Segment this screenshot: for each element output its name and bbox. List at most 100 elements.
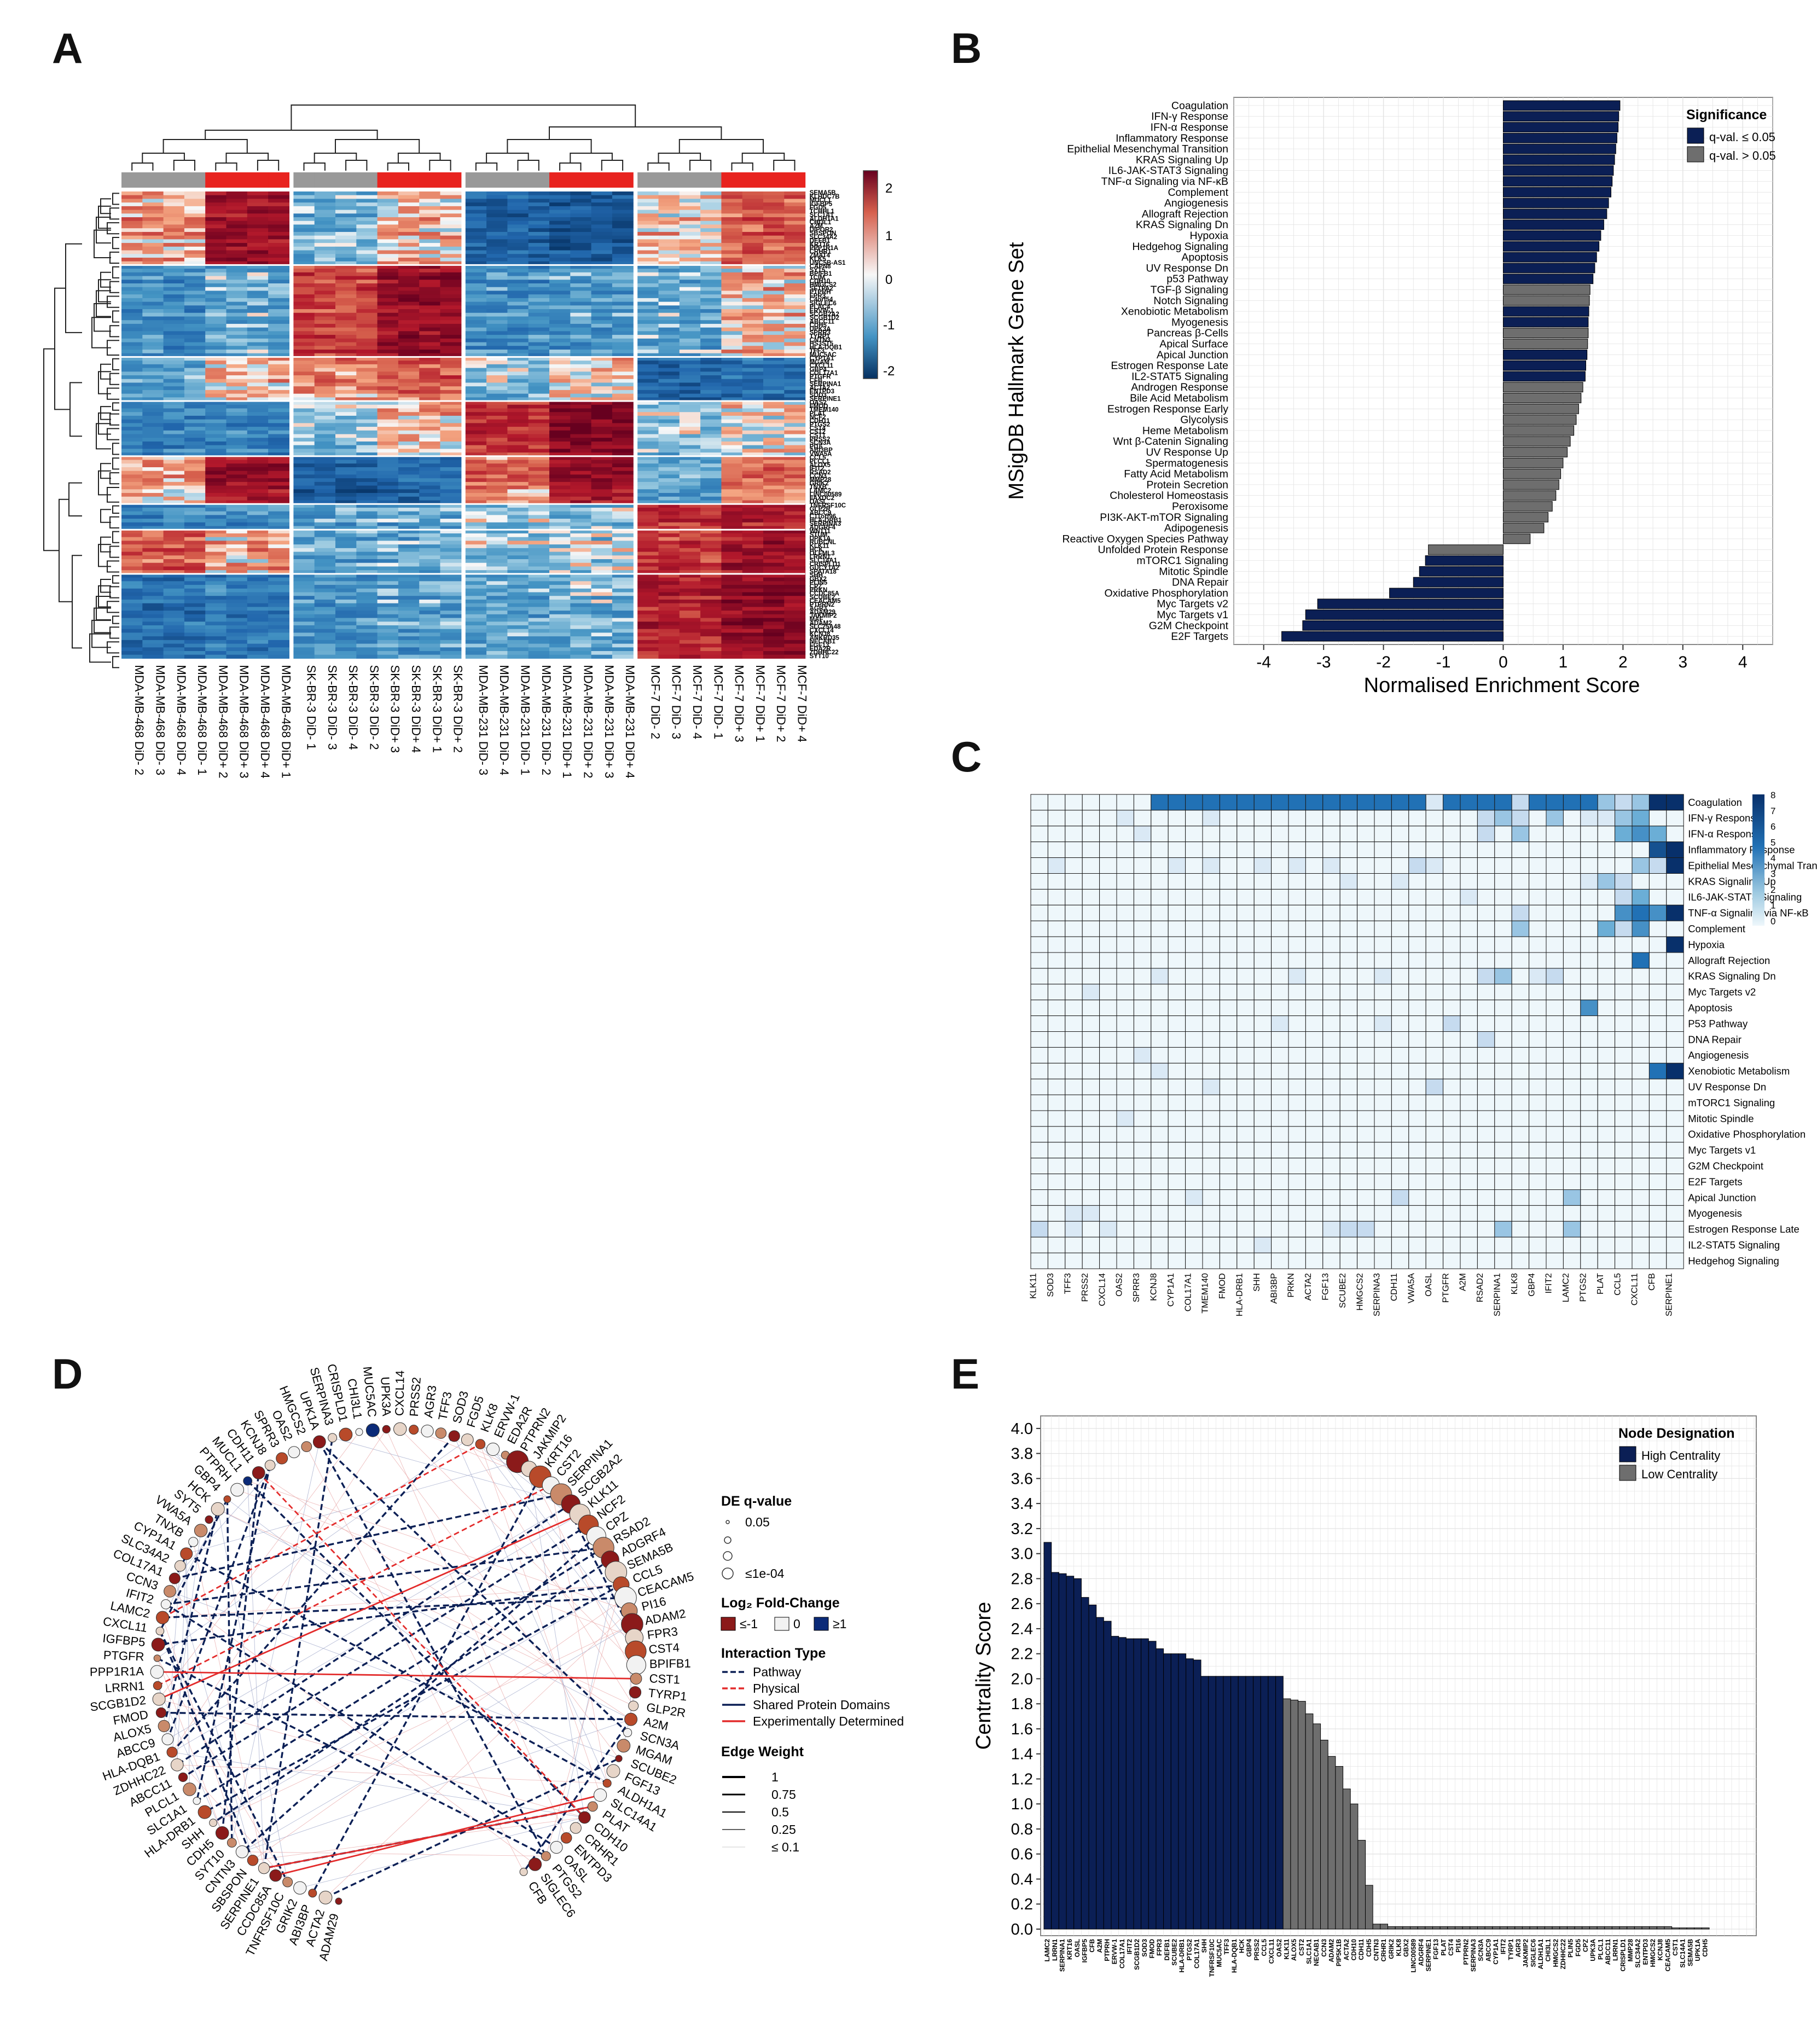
heatmap-cell [591, 408, 613, 413]
heatmap-cell [679, 397, 701, 402]
heatmap-cell [721, 467, 743, 472]
heatmap-cell [679, 489, 701, 493]
heatmap-cell [163, 504, 185, 508]
heatmap-cell [121, 511, 143, 515]
heatmap-cell [679, 382, 701, 387]
heatmap-cell [377, 301, 399, 306]
heatmap-cell [268, 280, 289, 284]
heatmap-cell [184, 559, 206, 564]
heatmap-cell [121, 625, 143, 630]
heatmap-cell [700, 541, 722, 545]
colorbar-tick: -2 [883, 364, 895, 379]
gene-set-label: Fatty Acid Metabolism [1124, 468, 1228, 480]
pathway-gene-cell [1047, 920, 1066, 937]
heatmap-cell [612, 309, 634, 313]
heatmap-cell [314, 493, 336, 497]
heatmap-cell [637, 316, 659, 321]
heatmap-cell [591, 231, 613, 236]
pathway-gene-cell [1168, 873, 1186, 890]
heatmap-cell [637, 585, 659, 589]
heatmap-cell [121, 412, 143, 416]
heatmap-cell [335, 390, 357, 394]
heatmap-cell [314, 430, 336, 435]
heatmap-cell [528, 404, 550, 409]
pathway-gene-cell [1546, 794, 1564, 811]
heatmap-cell [142, 213, 164, 218]
heatmap-cell [658, 581, 680, 585]
heatmap-cell [700, 614, 722, 619]
heatmap-cell [419, 537, 441, 541]
heatmap-cell [528, 206, 550, 211]
heatmap-cell [356, 199, 378, 203]
heatmap-cell [121, 309, 143, 313]
heatmap-cell [335, 566, 357, 571]
heatmap-cell [121, 338, 143, 343]
heatmap-cell [142, 522, 164, 527]
heatmap-cell [507, 276, 529, 280]
heatmap-cell [742, 551, 764, 556]
heatmap-cell [721, 555, 743, 560]
heatmap-cell [163, 588, 185, 593]
heatmap-cell [268, 335, 289, 339]
heatmap-cell [763, 386, 785, 391]
heatmap-cell [486, 404, 508, 409]
heatmap-cell [784, 291, 806, 295]
heatmap-cell [419, 243, 441, 247]
heatmap-cell [465, 301, 487, 306]
heatmap-cell [121, 224, 143, 229]
heatmap-cell [528, 269, 550, 273]
heatmap-cell [763, 375, 785, 380]
pathway-gene-cell [1116, 936, 1134, 953]
heatmap-cell [570, 294, 592, 299]
heatmap-cell [335, 599, 357, 604]
heatmap-cell [486, 434, 508, 438]
heatmap-cell [440, 375, 462, 380]
heatmap-cell [507, 386, 529, 391]
heatmap-cell [700, 643, 722, 648]
heatmap-cell [507, 368, 529, 372]
pathway-gene-cell [1425, 904, 1444, 921]
heatmap-cell [314, 375, 336, 380]
heatmap-cell [163, 577, 185, 582]
heatmap-cell [742, 456, 764, 461]
heatmap-cell [486, 401, 508, 405]
gene-label: KCNJ8 [810, 631, 831, 638]
heatmap-cell [721, 257, 743, 262]
pathway-gene-cell [1099, 857, 1117, 874]
heatmap-cell [658, 353, 680, 357]
heatmap-cell [465, 530, 487, 534]
gene-label: EDA2R [810, 646, 832, 653]
heatmap-cell [549, 463, 571, 468]
heatmap-cell [784, 375, 806, 380]
heatmap-cell [398, 261, 420, 265]
heatmap-cell [700, 496, 722, 501]
heatmap-cell [486, 614, 508, 619]
heatmap-cell [700, 647, 722, 652]
heatmap-cell [721, 541, 743, 545]
heatmap-cell [293, 625, 315, 630]
heatmap-cell [293, 478, 315, 483]
heatmap-cell [465, 504, 487, 508]
heatmap-cell [184, 504, 206, 508]
heatmap-cell [528, 335, 550, 339]
heatmap-cell [335, 526, 357, 530]
heatmap-cell [570, 342, 592, 346]
heatmap-cell [721, 239, 743, 243]
heatmap-cell [570, 544, 592, 549]
heatmap-cell [335, 276, 357, 280]
heatmap-cell [205, 445, 227, 449]
heatmap-cell [679, 625, 701, 630]
heatmap-cell [637, 195, 659, 199]
heatmap-cell [419, 224, 441, 229]
pathway-gene-cell [1168, 794, 1186, 811]
heatmap-cell [637, 287, 659, 291]
heatmap-cell [612, 323, 634, 328]
heatmap-cell [268, 397, 289, 402]
annotation-cell [679, 172, 701, 188]
heatmap-cell [205, 220, 227, 225]
heatmap-cell [763, 481, 785, 486]
heatmap-cell [163, 305, 185, 310]
heatmap-cell [419, 548, 441, 553]
heatmap-cell [268, 312, 289, 317]
heatmap-cell [465, 397, 487, 402]
